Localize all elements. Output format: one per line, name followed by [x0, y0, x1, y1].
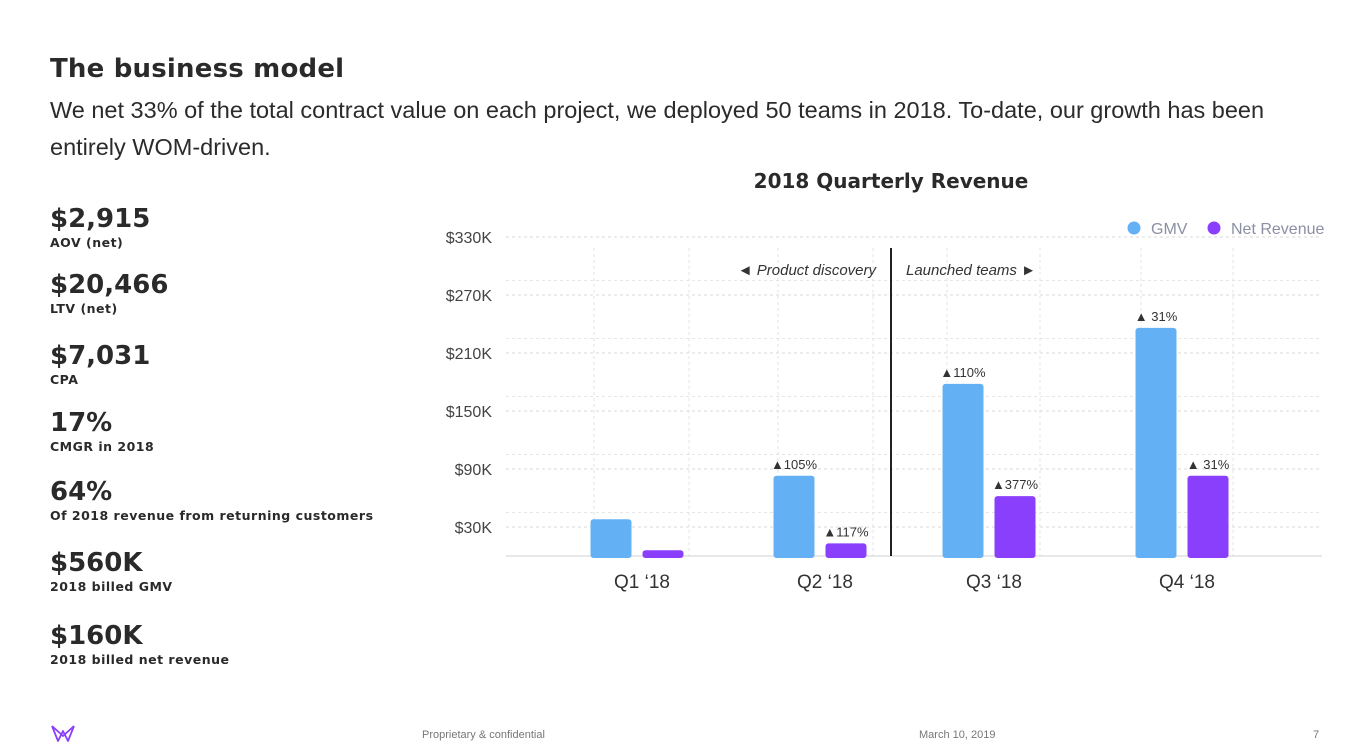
y-tick-label: $270K — [446, 288, 493, 305]
metric-value: $20,466 — [50, 270, 169, 300]
bar-gmv — [773, 475, 815, 558]
metric-cmgr: 17% CMGR in 2018 — [50, 407, 154, 454]
metric-label: CPA — [50, 372, 79, 387]
bar-gmv — [942, 383, 984, 558]
metric-value: $160K — [50, 621, 143, 651]
footer-page-number: 7 — [1313, 729, 1320, 741]
growth-label: ▲377% — [992, 477, 1039, 492]
x-tick-label: Q1 ‘18 — [614, 572, 670, 593]
footer-confidential: Proprietary & confidential — [422, 729, 545, 741]
x-tick-label: Q2 ‘18 — [797, 572, 853, 593]
metric-label: 2018 billed net revenue — [50, 652, 230, 667]
growth-label: ▲117% — [823, 524, 869, 539]
metric-value: 64% — [50, 477, 113, 507]
bar-net-revenue — [642, 550, 684, 558]
metric-billed-gmv: $560K 2018 billed GMV — [50, 547, 173, 594]
metric-billed-net-revenue: $160K 2018 billed net revenue — [50, 620, 229, 667]
y-tick-label: $210K — [446, 346, 493, 363]
metric-value: $560K — [50, 548, 143, 578]
bar-net-revenue — [825, 543, 867, 558]
annotation-launched-teams: Launched teams ► — [906, 262, 1036, 279]
metric-aov: $2,915 AOV (net) — [50, 203, 150, 250]
company-logo-icon — [51, 725, 75, 742]
metric-cpa: $7,031 CPA — [50, 340, 150, 387]
legend-gmv-label: GMV — [1151, 221, 1188, 238]
growth-label: ▲110% — [940, 365, 986, 380]
metric-returning-revenue: 64% Of 2018 revenue from returning custo… — [50, 476, 374, 523]
metric-label: LTV (net) — [50, 301, 118, 316]
legend-net-revenue-marker — [1207, 221, 1221, 235]
page-title: The business model — [50, 54, 345, 84]
y-tick-label: $90K — [455, 462, 493, 479]
legend-net-revenue-label: Net Revenue — [1231, 221, 1324, 238]
annotation-product-discovery: ◄ Product discovery — [738, 262, 878, 279]
quarterly-revenue-chart: 2018 Quarterly Revenue $30K $90K $150K $210K… — [446, 169, 1325, 593]
bar-gmv — [1135, 327, 1177, 558]
y-tick-label: $150K — [446, 404, 493, 421]
metric-label: AOV (net) — [50, 235, 124, 250]
x-tick-label: Q4 ‘18 — [1159, 572, 1215, 593]
chart-title: 2018 Quarterly Revenue — [754, 169, 1029, 193]
metric-label: Of 2018 revenue from returning customers — [50, 508, 374, 523]
metric-value: $2,915 — [50, 204, 151, 234]
growth-label: ▲ 31% — [1135, 309, 1178, 324]
y-tick-label: $330K — [446, 230, 493, 247]
legend-gmv-marker — [1127, 221, 1141, 235]
x-tick-label: Q3 ‘18 — [966, 572, 1022, 593]
metric-value: 17% — [50, 408, 113, 438]
y-tick-label: $30K — [455, 520, 493, 537]
metric-label: CMGR in 2018 — [50, 439, 155, 454]
bar-net-revenue — [994, 496, 1036, 558]
metric-ltv: $20,466 LTV (net) — [50, 269, 168, 316]
page-subtitle: We net 33% of the total contract value o… — [50, 97, 1265, 160]
footer-date: March 10, 2019 — [919, 729, 996, 741]
bar-gmv — [590, 519, 632, 558]
metric-label: 2018 billed GMV — [50, 579, 173, 594]
growth-label: ▲ 31% — [1187, 457, 1230, 472]
bar-net-revenue — [1187, 475, 1229, 558]
metric-value: $7,031 — [50, 341, 151, 371]
growth-label: ▲105% — [771, 457, 818, 472]
